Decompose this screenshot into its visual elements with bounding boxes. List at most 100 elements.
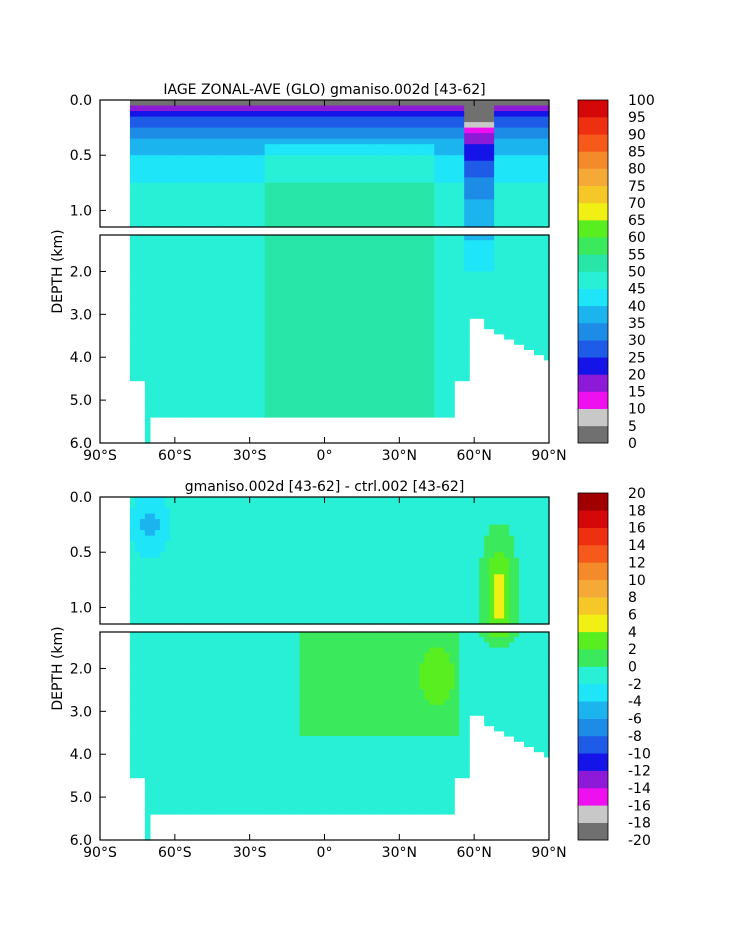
contour-cell <box>329 266 336 272</box>
contour-cell <box>129 579 136 586</box>
contour-cell <box>429 396 435 402</box>
contour-cell <box>134 720 141 727</box>
contour-cell <box>479 138 485 145</box>
contour-cell <box>249 281 256 288</box>
contour-cell <box>234 365 241 371</box>
contour-cell <box>214 193 221 200</box>
contour-cell <box>219 171 226 178</box>
contour-cell <box>429 100 435 107</box>
contour-cell <box>244 105 251 112</box>
contour-cell <box>534 160 540 167</box>
contour-cell <box>129 568 136 575</box>
contour-cell <box>129 751 136 758</box>
contour-cell <box>214 292 221 298</box>
contour-cell <box>399 155 405 162</box>
contour-cell <box>384 160 390 167</box>
contour-cell <box>464 245 470 252</box>
y-axis-label: DEPTH (km) <box>50 229 66 313</box>
contour-cell <box>129 647 136 654</box>
contour-cell <box>329 281 336 288</box>
contour-cell <box>234 127 241 134</box>
contour-cell <box>229 281 236 288</box>
contour-cell <box>129 313 136 319</box>
contour-cell <box>334 281 341 288</box>
contour-cell <box>354 177 361 184</box>
contour-cell <box>374 155 380 162</box>
contour-cell <box>484 100 490 107</box>
contour-cell <box>319 204 326 212</box>
contour-cell <box>204 266 211 272</box>
contour-cell <box>404 100 410 107</box>
contour-cell <box>234 292 241 298</box>
contour-cell <box>524 182 530 189</box>
contour-cell <box>409 380 415 387</box>
contour-cell <box>199 193 206 200</box>
contour-cell <box>354 182 361 189</box>
contour-cell <box>444 116 450 123</box>
contour-cell <box>474 281 480 288</box>
contour-cell <box>379 344 385 350</box>
contour-cell <box>329 411 336 418</box>
contour-cell <box>174 215 181 223</box>
contour-cell <box>159 359 166 366</box>
contour-cell <box>339 210 346 217</box>
contour-cell <box>344 401 351 408</box>
contour-cell <box>384 221 390 228</box>
contour-cell <box>454 333 460 340</box>
contour-cell <box>149 541 156 548</box>
contour-cell <box>364 245 370 252</box>
contour-cell <box>144 814 151 820</box>
contour-cell <box>139 720 146 727</box>
contour-cell <box>364 323 370 330</box>
contour-cell <box>374 391 380 397</box>
contour-cell <box>269 323 276 330</box>
contour-cell <box>174 313 181 319</box>
contour-cell <box>474 276 480 283</box>
contour-cell <box>469 160 475 167</box>
contour-cell <box>244 261 251 267</box>
contour-cell <box>259 245 266 252</box>
contour-cell <box>399 215 405 223</box>
contour-cell <box>404 380 410 387</box>
contour-cell <box>354 188 361 195</box>
contour-cell <box>379 266 385 272</box>
contour-cell <box>474 271 480 278</box>
contour-cell <box>449 155 455 162</box>
contour-cell <box>279 370 286 376</box>
contour-cell <box>299 111 306 118</box>
contour-cell <box>319 406 326 413</box>
contour-cell <box>149 590 156 597</box>
contour-cell <box>284 199 291 206</box>
contour-cell <box>324 266 331 272</box>
contour-cell <box>534 240 540 246</box>
contour-cell <box>214 240 221 246</box>
contour-cell <box>249 396 256 402</box>
contour-cell <box>244 182 251 189</box>
contour-cell <box>404 266 410 272</box>
contour-cell <box>269 166 276 173</box>
contour-cell <box>169 354 176 361</box>
contour-cell <box>334 105 341 112</box>
contour-cell <box>224 188 231 195</box>
contour-cell <box>274 323 281 330</box>
contour-cell <box>234 354 241 361</box>
contour-cell <box>354 116 361 123</box>
contour-cell <box>364 276 370 283</box>
contour-cell <box>379 281 385 288</box>
contour-cell <box>264 375 271 382</box>
contour-cell <box>249 133 256 140</box>
contour-cell <box>409 166 415 173</box>
contour-cell <box>364 391 370 397</box>
contour-cell <box>179 375 186 382</box>
contour-cell <box>539 349 545 356</box>
contour-cell <box>214 318 221 324</box>
contour-cell <box>299 401 306 408</box>
contour-cell <box>244 385 251 392</box>
contour-cell <box>189 133 196 140</box>
contour-cell <box>249 160 256 167</box>
contour-cell <box>449 318 455 324</box>
contour-cell <box>309 406 316 413</box>
contour-cell <box>269 133 276 140</box>
contour-cell <box>149 302 156 309</box>
contour-cell <box>174 380 181 387</box>
